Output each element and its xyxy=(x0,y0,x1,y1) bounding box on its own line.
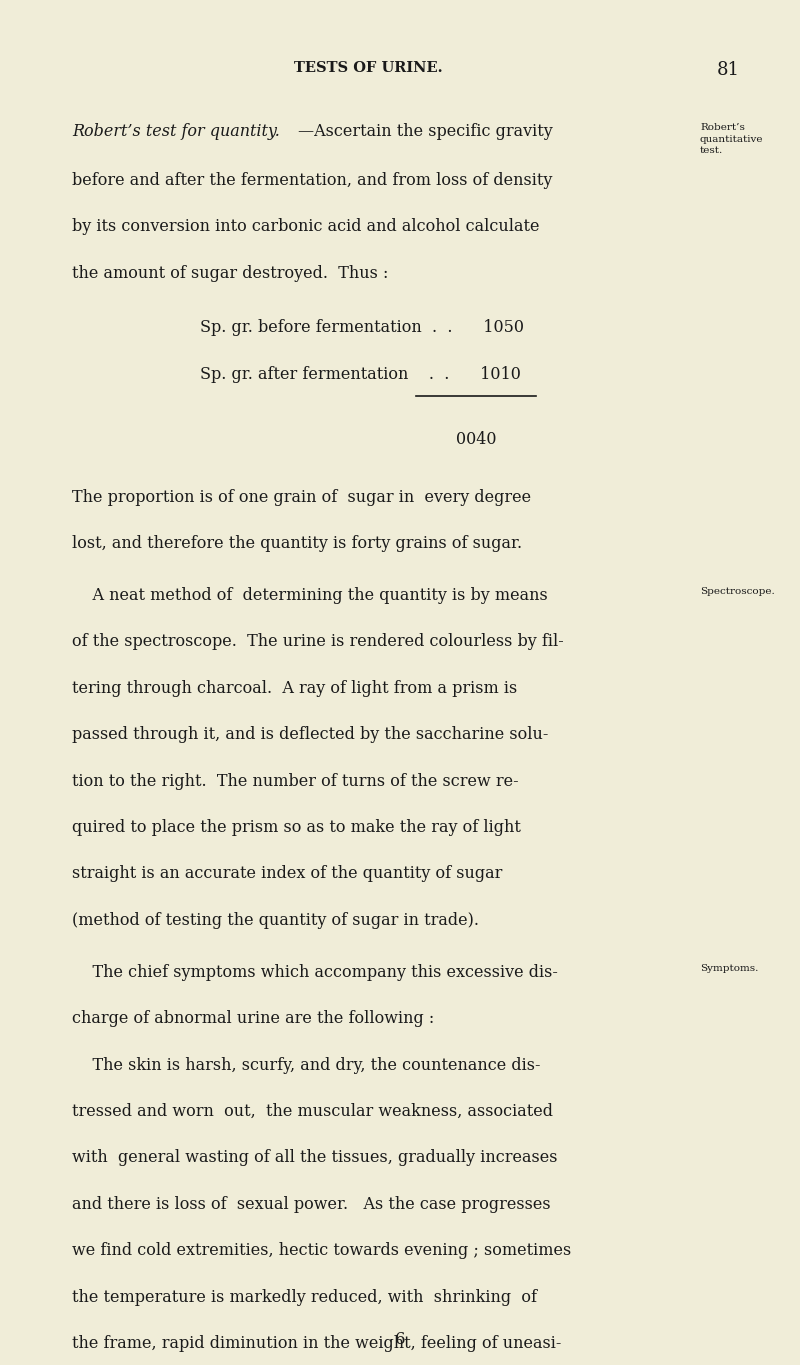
Text: lost, and therefore the quantity is forty grains of sugar.: lost, and therefore the quantity is fort… xyxy=(72,535,522,551)
Text: Robert’s
quantitative
test.: Robert’s quantitative test. xyxy=(700,123,763,156)
Text: Robert’s test for quantity.: Robert’s test for quantity. xyxy=(72,123,280,139)
Text: 81: 81 xyxy=(717,61,739,79)
Text: of the spectroscope.  The urine is rendered colourless by fil-: of the spectroscope. The urine is render… xyxy=(72,633,564,650)
Text: Spectroscope.: Spectroscope. xyxy=(700,587,774,597)
Text: with  general wasting of all the tissues, gradually increases: with general wasting of all the tissues,… xyxy=(72,1149,558,1166)
Text: the temperature is markedly reduced, with  shrinking  of: the temperature is markedly reduced, wit… xyxy=(72,1289,537,1305)
Text: (method of testing the quantity of sugar in trade).: (method of testing the quantity of sugar… xyxy=(72,912,479,928)
Text: passed through it, and is deflected by the saccharine solu-: passed through it, and is deflected by t… xyxy=(72,726,548,743)
Text: tering through charcoal.  A ray of light from a prism is: tering through charcoal. A ray of light … xyxy=(72,680,518,696)
Text: 6: 6 xyxy=(394,1331,406,1347)
Text: The skin is harsh, scurfy, and dry, the countenance dis-: The skin is harsh, scurfy, and dry, the … xyxy=(72,1057,541,1073)
Text: straight is an accurate index of the quantity of sugar: straight is an accurate index of the qua… xyxy=(72,865,502,882)
Text: tion to the right.  The number of turns of the screw re-: tion to the right. The number of turns o… xyxy=(72,773,518,789)
Text: The chief symptoms which accompany this excessive dis-: The chief symptoms which accompany this … xyxy=(72,964,558,980)
Text: before and after the fermentation, and from loss of density: before and after the fermentation, and f… xyxy=(72,172,552,188)
Text: quired to place the prism so as to make the ray of light: quired to place the prism so as to make … xyxy=(72,819,521,835)
Text: Sp. gr. before fermentation  .  .      1050: Sp. gr. before fermentation . . 1050 xyxy=(200,319,524,336)
Text: A neat method of  determining the quantity is by means: A neat method of determining the quantit… xyxy=(72,587,548,603)
Text: The proportion is of one grain of  sugar in  every degree: The proportion is of one grain of sugar … xyxy=(72,489,531,505)
Text: the amount of sugar destroyed.  Thus :: the amount of sugar destroyed. Thus : xyxy=(72,265,388,281)
Text: we find cold extremities, hectic towards evening ; sometimes: we find cold extremities, hectic towards… xyxy=(72,1242,571,1259)
Text: 0040: 0040 xyxy=(456,431,496,448)
Text: —Ascertain the specific gravity: —Ascertain the specific gravity xyxy=(298,123,553,139)
Text: Symptoms.: Symptoms. xyxy=(700,964,758,973)
Text: the frame, rapid diminution in the weight, feeling of uneasi-: the frame, rapid diminution in the weigh… xyxy=(72,1335,562,1351)
Text: tressed and worn  out,  the muscular weakness, associated: tressed and worn out, the muscular weakn… xyxy=(72,1103,553,1119)
Text: TESTS OF URINE.: TESTS OF URINE. xyxy=(294,61,442,75)
Text: and there is loss of  sexual power.   As the case progresses: and there is loss of sexual power. As th… xyxy=(72,1196,550,1212)
Text: by its conversion into carbonic acid and alcohol calculate: by its conversion into carbonic acid and… xyxy=(72,218,539,235)
Text: charge of abnormal urine are the following :: charge of abnormal urine are the followi… xyxy=(72,1010,434,1026)
Text: Sp. gr. after fermentation    .  .      1010: Sp. gr. after fermentation . . 1010 xyxy=(200,366,521,382)
